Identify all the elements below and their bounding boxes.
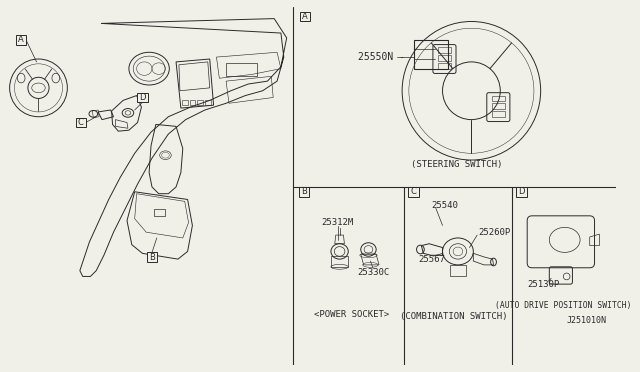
Text: <POWER SOCKET>: <POWER SOCKET> [314,310,388,320]
Text: D: D [518,187,525,196]
Text: 25540: 25540 [431,201,458,210]
Text: 25312M: 25312M [321,218,354,227]
Text: (COMBINATION SWITCH): (COMBINATION SWITCH) [401,312,508,321]
Text: (AUTO DRIVE POSITION SWITCH): (AUTO DRIVE POSITION SWITCH) [495,301,631,310]
Text: 25550N -: 25550N - [358,52,405,62]
Text: J251010N: J251010N [566,316,606,325]
Text: C: C [78,118,84,127]
Bar [137,93,148,102]
Bar [226,63,257,76]
Text: B: B [149,253,155,262]
Bar [438,48,451,53]
Bar [492,111,505,117]
Text: 25260P: 25260P [478,228,510,237]
Text: 25130P: 25130P [527,280,559,289]
Bar [492,96,505,101]
Bar [413,40,448,68]
Text: (STEERING SWITCH): (STEERING SWITCH) [412,160,502,169]
Bar [438,63,451,68]
Text: 25567: 25567 [419,254,445,264]
Text: 25330C: 25330C [357,268,389,277]
Bar [154,209,166,216]
Text: D: D [139,93,146,102]
Bar [189,100,195,105]
Bar [408,187,419,196]
Text: A: A [302,12,308,21]
Bar [197,100,203,105]
Bar [182,100,188,105]
Bar [300,12,310,22]
Text: A: A [19,35,24,44]
Text: B: B [301,187,307,196]
Bar [147,252,157,262]
Bar [76,118,86,127]
Bar [492,103,505,109]
Bar [205,100,211,105]
Text: C: C [411,187,417,196]
Bar [299,187,309,196]
Bar [516,187,527,196]
Bar [16,35,26,45]
Bar [438,55,451,61]
